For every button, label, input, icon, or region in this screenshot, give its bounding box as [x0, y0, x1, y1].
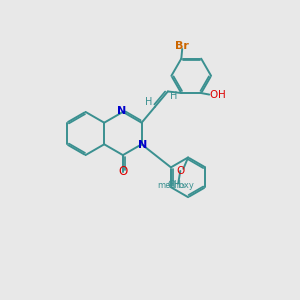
Text: O: O	[210, 90, 218, 100]
Text: Br: Br	[175, 41, 189, 51]
Text: H: H	[170, 91, 177, 101]
Text: H: H	[145, 97, 153, 107]
Text: CH₃: CH₃	[168, 180, 186, 190]
Text: O: O	[176, 166, 184, 176]
Text: H: H	[218, 90, 226, 100]
Text: O: O	[118, 165, 128, 178]
Text: N: N	[117, 106, 126, 116]
Text: methoxy: methoxy	[157, 181, 194, 190]
Text: N: N	[138, 140, 147, 150]
